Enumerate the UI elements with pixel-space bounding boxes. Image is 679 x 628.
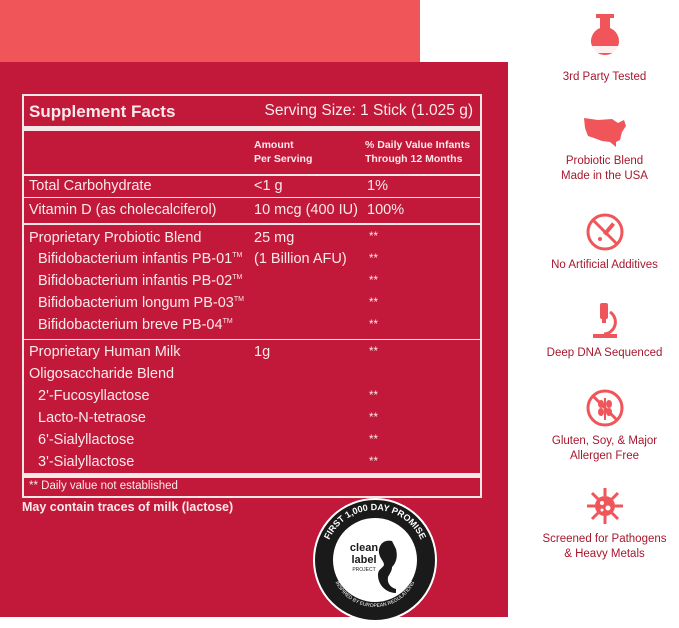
seal-logo-project: PROJECT bbox=[352, 567, 375, 573]
divider-header bbox=[24, 174, 480, 176]
badge-screened-pathogens: Screened for Pathogens & Heavy Metals bbox=[530, 486, 679, 562]
row-name: Vitamin D (as cholecalciferol) bbox=[29, 202, 217, 218]
supplement-facts-table: Supplement Facts Serving Size: 1 Stick (… bbox=[22, 94, 482, 498]
trademark: TM bbox=[233, 296, 244, 304]
row-dv: 100% bbox=[367, 202, 405, 218]
divider-row bbox=[24, 223, 480, 225]
badge-line1: Screened for Pathogens bbox=[542, 533, 667, 545]
col-dv-header: % Daily Value Infants Through 12 Months bbox=[365, 139, 471, 165]
badge-3rd-party-tested: 3rd Party Tested bbox=[530, 12, 679, 85]
badge-no-artificial-additives: No Artificial Additives bbox=[530, 212, 679, 273]
row-name: Bifidobacterium infantis PB-02 bbox=[38, 273, 233, 289]
badge-line1: Probiotic Blend bbox=[565, 155, 644, 167]
seal-logo-clean: clean bbox=[350, 542, 378, 554]
row-name: Lacto-N-tetraose bbox=[38, 410, 146, 426]
row-name: Proprietary Probiotic Blend bbox=[29, 230, 202, 246]
row-dv: ** bbox=[369, 319, 378, 331]
microscope-icon bbox=[592, 303, 617, 338]
footnote: ** Daily value not established bbox=[29, 480, 178, 492]
row-dv: ** bbox=[369, 434, 378, 446]
badge-line2: & Heavy Metals bbox=[564, 548, 645, 560]
row-amount: <1 g bbox=[254, 178, 283, 194]
col-amount-header: Amount Per Serving bbox=[254, 139, 313, 165]
badge-line1: Deep DNA Sequenced bbox=[546, 347, 663, 359]
row-dv: ** bbox=[369, 412, 378, 424]
row-name: Bifidobacterium infantis PB-01 bbox=[38, 251, 233, 267]
row-name: 3'-Sialyllactose bbox=[38, 454, 135, 470]
row-dv: ** bbox=[369, 456, 378, 468]
trademark: TM bbox=[232, 274, 243, 282]
row-dv: ** bbox=[369, 297, 378, 309]
usa-map-icon bbox=[583, 118, 626, 147]
row-amount: 1g bbox=[254, 344, 271, 360]
badge-made-in-usa: Probiotic Blend Made in the USA bbox=[530, 114, 679, 184]
divider-row bbox=[24, 339, 480, 340]
row-name: Bifidobacterium longum PB-03 bbox=[38, 295, 234, 311]
badge-line2: Made in the USA bbox=[561, 170, 648, 182]
clean-label-seal: FIRST 1,000 DAY PROMISE INSPIRED BY EURO… bbox=[312, 497, 438, 623]
badge-line1: 3rd Party Tested bbox=[562, 71, 647, 83]
badge-allergen-free: Gluten, Soy, & Major Allergen Free bbox=[530, 388, 679, 464]
allergen-warning: May contain traces of milk (lactose) bbox=[22, 500, 234, 514]
serving-size: Serving Size: 1 Stick (1.025 g) bbox=[264, 102, 474, 119]
row-dv: ** bbox=[369, 275, 378, 287]
row-name: 6'-Sialyllactose bbox=[38, 432, 135, 448]
row-name: Total Carbohydrate bbox=[29, 178, 152, 194]
divider-thick bbox=[24, 126, 480, 131]
badge-line2: Allergen Free bbox=[569, 450, 640, 462]
row-dv: ** bbox=[369, 253, 378, 265]
row-dv: ** bbox=[369, 231, 378, 243]
facts-title: Supplement Facts bbox=[29, 102, 176, 121]
trademark: TM bbox=[222, 318, 233, 326]
flask-icon bbox=[590, 14, 619, 56]
row-amount: (1 Billion AFU) bbox=[254, 251, 347, 267]
baby-silhouette-icon bbox=[378, 540, 397, 593]
row-dv: 1% bbox=[367, 178, 388, 194]
divider-thick bbox=[24, 473, 480, 478]
trademark: TM bbox=[232, 252, 243, 260]
no-additives-icon bbox=[586, 213, 623, 251]
row-amount: 10 mcg (400 IU) bbox=[254, 202, 358, 218]
badge-deep-dna-sequenced: Deep DNA Sequenced bbox=[530, 302, 679, 361]
badge-line1: Gluten, Soy, & Major bbox=[551, 435, 658, 447]
row-name: 2'-Fucosyllactose bbox=[38, 388, 150, 404]
divider-row bbox=[24, 197, 480, 198]
row-dv: ** bbox=[369, 390, 378, 402]
badge-line1: No Artificial Additives bbox=[551, 259, 658, 271]
row-dv: ** bbox=[369, 346, 378, 358]
row-name: Proprietary Human Milk bbox=[29, 344, 181, 360]
row-amount: 25 mg bbox=[254, 230, 295, 246]
pathogen-icon bbox=[586, 488, 623, 524]
seal-logo-label: label bbox=[351, 554, 376, 566]
no-gluten-icon bbox=[586, 389, 623, 427]
row-name: Oligosaccharide Blend bbox=[29, 366, 175, 382]
row-name: Bifidobacterium breve PB-04 bbox=[38, 317, 223, 333]
